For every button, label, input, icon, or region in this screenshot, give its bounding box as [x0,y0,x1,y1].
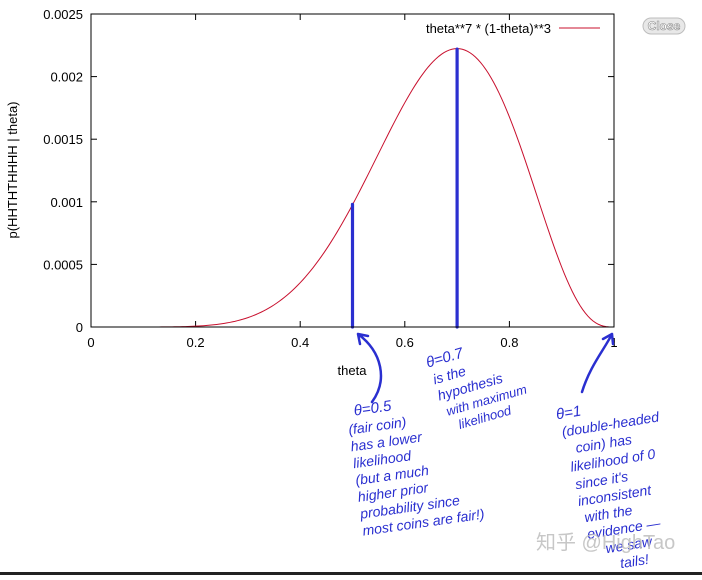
y-tick-label: 0.0015 [43,132,83,147]
y-tick-label: 0.001 [50,195,83,210]
marker-layer [350,47,459,329]
annotation-line: we saw [604,533,653,556]
x-axis-label: theta [338,363,368,378]
y-axis-label: p(HHTHTHHHH | theta) [5,101,20,238]
close-button[interactable]: Close [642,17,686,35]
x-tick-label: 0.4 [291,335,309,350]
annotation-line: θ=1 [555,403,583,424]
close-button-label: Close [648,19,681,33]
legend-series-label: theta**7 * (1-theta)**3 [426,21,551,36]
x-tick-label: 0.2 [187,335,205,350]
plot-frame [90,13,615,328]
x-tick-label: 0.6 [396,335,414,350]
annotation-arrows [356,332,615,404]
x-tick-label: 0.8 [500,335,518,350]
tick-layer: 0 0.2 0.4 0.6 0.8 100.00050.0010.00150.0020.0… [43,7,617,350]
watermark: 知乎 @HighTao [536,531,675,554]
y-tick-label: 0 [76,320,83,335]
x-tick-label: 0 [87,335,94,350]
legend: theta**7 * (1-theta)**3 [426,21,600,36]
arrow-to-half [356,332,383,404]
y-tick-label: 0.002 [50,70,83,85]
annotation-line: with the [583,502,633,525]
y-tick-label: 0.0025 [43,7,83,22]
close-button-bg [642,17,686,35]
y-tick-label: 0.0005 [43,257,83,272]
annotation-line: θ=0.5 [353,397,393,419]
annotation-line: tails! [619,551,650,571]
arrow-to-one [580,332,615,394]
bottom-divider [0,572,702,575]
